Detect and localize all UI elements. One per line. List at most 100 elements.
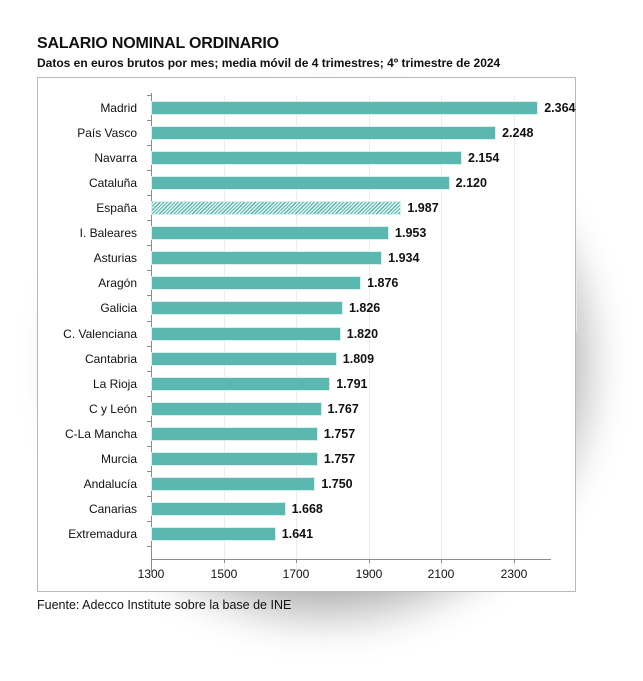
category-label: Cantabria [84,352,137,366]
bar [152,478,315,490]
x-tick-label: 1700 [282,567,310,581]
gridline [514,96,515,572]
x-tick-label: 1900 [355,567,383,581]
bar [152,152,461,164]
y-tick [147,521,151,522]
y-tick [147,446,151,447]
category-label: Andalucía [83,477,137,491]
gridline [441,96,442,572]
category-label: Navarra [94,151,137,165]
y-tick [147,421,151,422]
y-tick [147,346,151,347]
y-tick [147,371,151,372]
bar-row: Cataluña 2.120 [38,171,575,196]
category-label: Murcia [100,452,137,466]
value-label: 1.767 [327,402,359,416]
x-tick-label: 2300 [500,567,528,581]
y-tick [147,270,151,271]
bar [152,252,382,264]
value-label: 1.809 [342,352,375,366]
y-tick [147,145,151,146]
value-label: 1.953 [395,226,427,240]
value-label: 1.987 [407,201,439,215]
bar-row: Andalucía 1.750 [38,472,575,497]
y-tick [147,195,151,196]
bar [152,428,317,440]
value-label: 1.876 [367,276,399,290]
x-tick [224,559,225,563]
x-tick-label: 2100 [427,567,455,581]
category-label: España [96,201,137,215]
value-label: 1.934 [388,251,420,265]
source-note: Fuente: Adecco Institute sobre la base d… [37,598,292,612]
bar-row: I. Baleares 1.953 [38,221,575,246]
bar-row: Murcia 1.757 [38,447,575,472]
value-label: 2.248 [502,126,534,140]
category-label: C y León [88,402,137,416]
category-label: Extremadura [68,527,137,541]
category-label: Cataluña [88,176,137,190]
category-label: País Vasco [77,126,137,140]
chart-title: SALARIO NOMINAL ORDINARIO [37,35,279,52]
y-tick [147,321,151,322]
category-label: Canarias [88,502,137,516]
category-label: C. Valenciana [63,327,137,341]
x-tick [296,559,297,563]
bar-row: Aragón 1.876 [38,271,575,296]
x-tick [441,559,442,563]
value-label: 2.154 [468,151,500,165]
category-label: Asturias [93,251,137,265]
bar-row: C-La Mancha 1.757 [38,422,575,447]
x-tick-label: 1500 [210,567,238,581]
y-tick [147,295,151,296]
bar-row: Galicia 1.826 [38,296,575,321]
y-tick [147,95,151,96]
x-tick [369,559,370,563]
value-label: 1.750 [321,477,353,491]
bar [152,127,496,139]
y-tick [147,396,151,397]
bar-row: País Vasco 2.248 [38,121,575,146]
y-tick [147,170,151,171]
category-label: Galicia [100,301,137,315]
bar-row: Navarra 2.154 [38,146,575,171]
value-label: 1.826 [348,301,381,315]
category-label: Aragón [98,276,137,290]
value-label: 2.364 [544,101,576,115]
value-label: 1.791 [336,377,368,391]
value-label: 2.120 [455,176,487,190]
category-label: La Rioja [92,377,137,391]
bar [152,177,449,189]
x-axis [151,559,551,560]
y-tick [147,496,151,497]
bar [152,302,342,314]
bar-row: C. Valenciana 1.820 [38,322,575,347]
plot-area: 1300 1500 1700 1900 2100 2300 Madrid 2.364 País … [38,78,576,591]
y-tick [147,245,151,246]
bar [152,227,389,239]
chart-subtitle: Datos en euros brutos por mes; media móv… [37,56,501,70]
bar [152,102,538,114]
y-tick [147,220,151,221]
y-tick [147,120,151,121]
category-label: Madrid [100,101,137,115]
category-label: C-La Mancha [64,427,137,441]
y-tick [147,546,151,547]
bar [152,503,285,515]
bar [152,202,401,214]
bar-row: Extremadura 1.641 [38,522,575,547]
x-tick [514,559,515,563]
bar-row: Canarias 1.668 [38,497,575,522]
value-label: 1.668 [291,502,323,516]
frame-edge-artifact [576,265,577,331]
value-label: 1.820 [346,327,379,341]
category-label: I. Baleares [79,226,137,240]
bar-row: España 1.987 [38,196,575,221]
value-label: 1.757 [323,427,356,441]
bar-row: Cantabria 1.809 [38,347,575,372]
bar-row: Madrid 2.364 [38,96,575,121]
bar [152,277,361,289]
value-label: 1.641 [281,527,314,541]
bar [152,528,275,540]
bar-row: La Rioja 1.791 [38,372,575,397]
